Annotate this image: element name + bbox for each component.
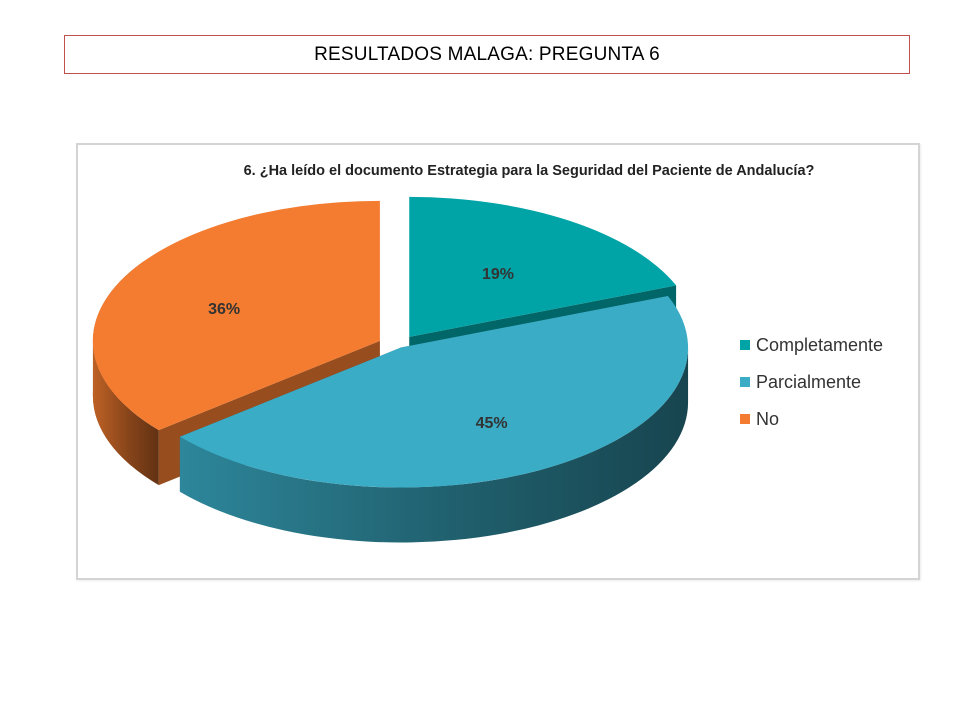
slice-top bbox=[92, 200, 380, 431]
legend-swatch-no bbox=[740, 414, 750, 424]
slide-title: RESULTADOS MALAGA: PREGUNTA 6 bbox=[64, 35, 910, 74]
legend-label-parcialmente: Parcialmente bbox=[756, 372, 861, 392]
pie-slice-parcialmente bbox=[179, 295, 689, 543]
pie-chart: 6. ¿Ha leído el documento Estrategia par… bbox=[92, 163, 883, 543]
legend-swatch-parcialmente bbox=[740, 377, 750, 387]
chart-frame: 6. ¿Ha leído el documento Estrategia par… bbox=[76, 143, 920, 580]
slice-outer-wall bbox=[179, 347, 689, 543]
data-labels: 19% 45% 36% bbox=[208, 266, 514, 432]
data-label-completamente: 19% bbox=[482, 266, 514, 283]
legend-label-no: No bbox=[756, 409, 779, 429]
pie-slices bbox=[92, 196, 689, 543]
legend-label-completamente: Completamente bbox=[756, 335, 883, 355]
legend-swatch-completamente bbox=[740, 340, 750, 350]
data-label-no: 36% bbox=[208, 301, 240, 318]
chart-title: 6. ¿Ha leído el documento Estrategia par… bbox=[244, 163, 815, 179]
data-label-parcialmente: 45% bbox=[476, 415, 508, 432]
slice-top bbox=[409, 196, 677, 337]
slice-top bbox=[179, 295, 689, 488]
slice-outer-wall bbox=[92, 340, 159, 486]
legend: Completamente Parcialmente No bbox=[740, 335, 883, 429]
